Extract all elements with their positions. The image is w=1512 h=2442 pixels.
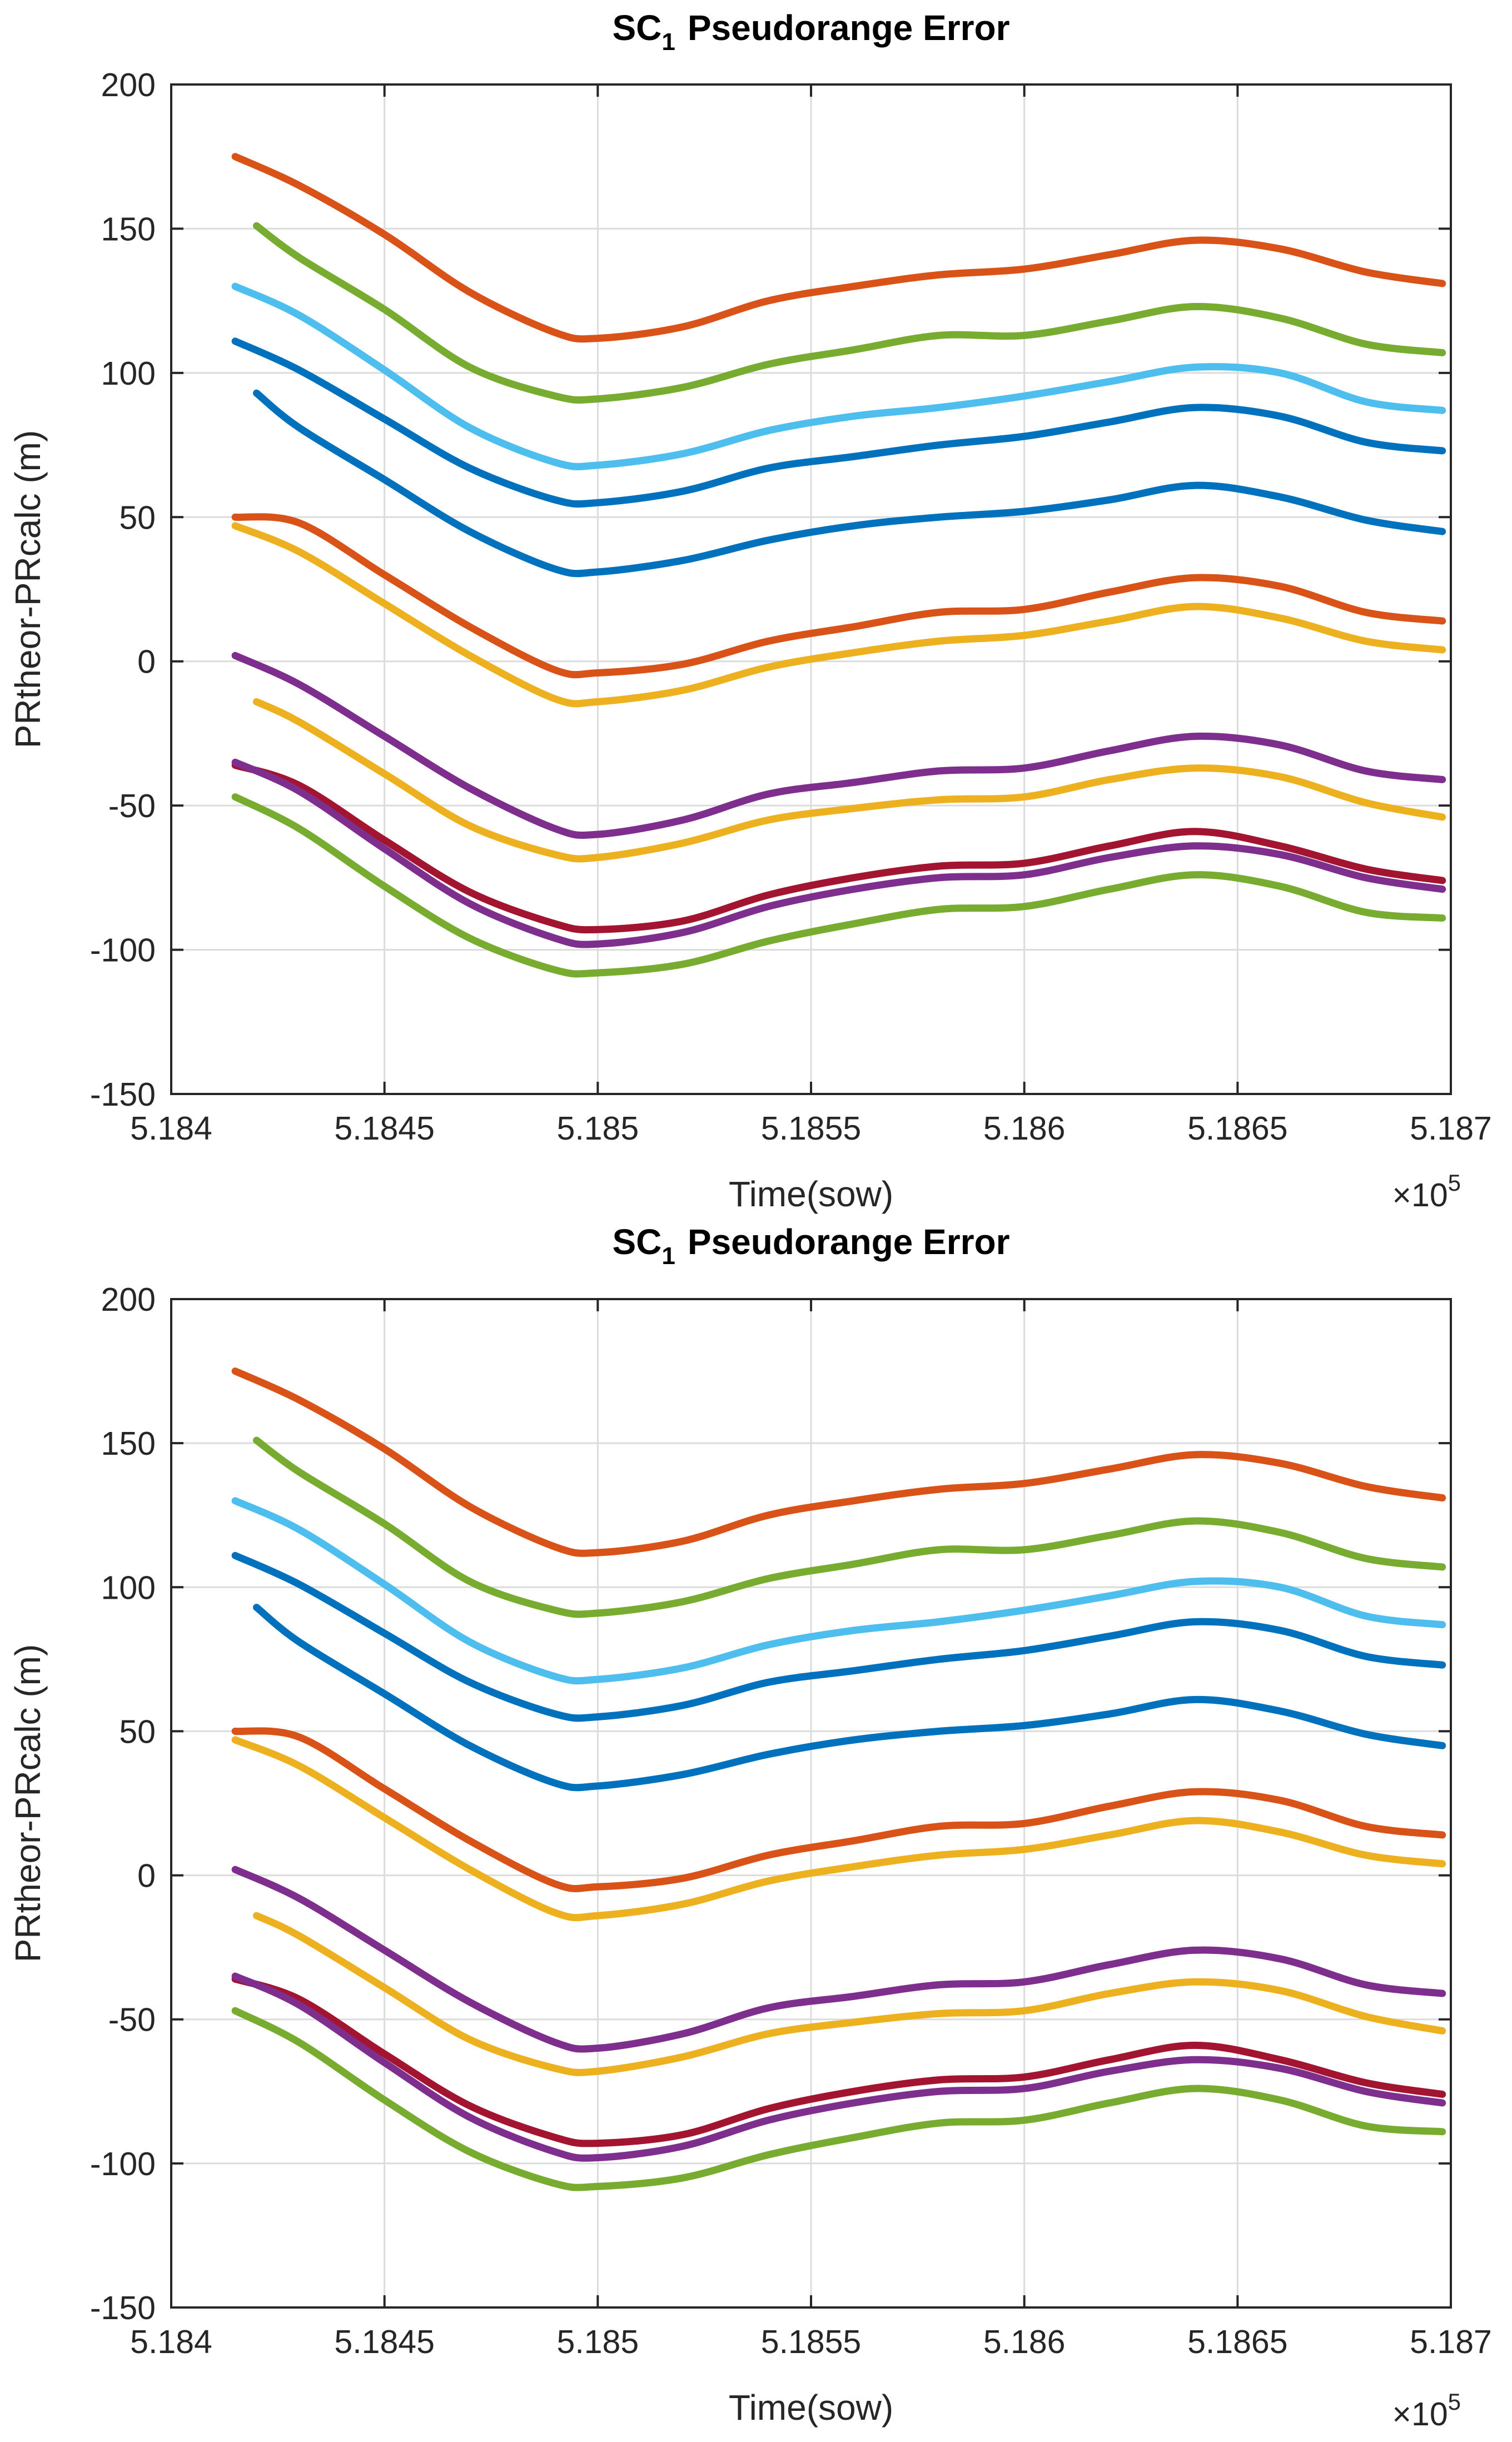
x-axis-label: Time(sow) — [729, 2388, 893, 2428]
y-tick-label: 50 — [119, 499, 156, 536]
y-tick-label: -150 — [90, 1076, 156, 1113]
y-tick-label: 50 — [119, 1713, 156, 1750]
y-axis-label: PRtheor-PRcalc (m) — [8, 430, 48, 749]
y-axis-label: PRtheor-PRcalc (m) — [8, 1644, 48, 1963]
series-line-7 — [231, 522, 1446, 708]
series-line-8 — [231, 1866, 1446, 2053]
y-tick-label: -50 — [108, 788, 156, 824]
series-line-4 — [231, 337, 1446, 508]
chart-title: SC1 Pseudorange Error — [612, 8, 1009, 56]
y-tick-label: 150 — [101, 211, 156, 247]
y-tick-label: 0 — [137, 644, 156, 680]
series-line-1 — [231, 1367, 1446, 1557]
chart-title: SC1 Pseudorange Error — [612, 1222, 1009, 1270]
x-exponent-base: ×10 — [1392, 2396, 1448, 2433]
plot-frame — [170, 1298, 1452, 2309]
x-tick-label: 5.186 — [983, 1110, 1066, 1147]
x-tick-label: 5.1855 — [761, 1110, 861, 1147]
x-tick-label: 5.1855 — [761, 2324, 861, 2360]
series-line-9 — [253, 698, 1446, 863]
series-line-8 — [231, 651, 1446, 839]
series-line-3 — [231, 1497, 1446, 1685]
chart-title-main: SC — [612, 1222, 662, 1262]
series-line-1 — [231, 153, 1446, 343]
x-tick-label: 5.1845 — [334, 1110, 434, 1147]
series-line-2 — [253, 222, 1446, 404]
plot-frame — [170, 83, 1452, 1095]
x-exponent-power: 5 — [1448, 1170, 1461, 1196]
y-tick-label: -100 — [90, 2146, 156, 2182]
y-tick-label: -50 — [108, 2002, 156, 2038]
x-exponent-power: 5 — [1448, 2389, 1461, 2415]
x-axis-exponent: ×105 — [1392, 2389, 1461, 2433]
x-tick-label: 5.187 — [1410, 1110, 1492, 1147]
y-tick-label: 100 — [101, 1569, 156, 1606]
series-line-2 — [253, 1436, 1446, 1618]
series-line-4 — [231, 1551, 1446, 1722]
series-line-5 — [253, 1604, 1446, 1792]
y-tick-label: 100 — [101, 355, 156, 392]
x-tick-label: 5.1845 — [334, 2324, 434, 2360]
series-line-11 — [231, 758, 1446, 948]
series-line-7 — [231, 1736, 1446, 1922]
x-tick-label: 5.1865 — [1187, 2324, 1287, 2360]
series-line-6 — [231, 513, 1446, 679]
chart-title-rest: Pseudorange Error — [688, 1222, 1010, 1262]
series-line-5 — [253, 389, 1446, 578]
x-tick-label: 5.1865 — [1187, 1110, 1287, 1147]
series-line-10 — [231, 1975, 1446, 2147]
x-tick-label: 5.187 — [1410, 2324, 1492, 2360]
chart-title-rest: Pseudorange Error — [688, 8, 1010, 48]
x-axis-label: Time(sow) — [729, 1174, 893, 1214]
y-tick-label: 200 — [101, 1281, 156, 1318]
x-tick-label: 5.186 — [983, 2324, 1066, 2360]
x-tick-label: 5.185 — [557, 2324, 639, 2360]
chart-panel-2: 5.184 5.1845 5.185 5.1855 5.186 5.1865 5.187 -1… — [8, 1222, 1492, 2433]
series-line-10 — [231, 762, 1446, 934]
chart-panel-1: 5.184 5.1845 5.185 5.1855 5.186 5.1865 5.187 -1… — [8, 8, 1492, 1214]
x-exponent-base: ×10 — [1392, 1177, 1448, 1213]
series-line-6 — [231, 1727, 1446, 1893]
y-tick-label: -100 — [90, 932, 156, 969]
y-tick-label: 200 — [101, 67, 156, 103]
series-line-3 — [231, 282, 1446, 470]
x-tick-label: 5.185 — [557, 1110, 639, 1147]
series-line-9 — [253, 1912, 1446, 2076]
chart-title-subscript: 1 — [662, 1242, 675, 1270]
x-axis-exponent: ×105 — [1392, 1170, 1461, 1213]
y-tick-label: 150 — [101, 1425, 156, 1462]
series-line-12 — [231, 793, 1446, 978]
x-tick-label: 5.184 — [130, 1110, 212, 1147]
series-line-12 — [231, 2007, 1446, 2191]
chart-title-subscript: 1 — [662, 28, 675, 56]
y-tick-label: -150 — [90, 2290, 156, 2326]
x-tick-label: 5.184 — [130, 2324, 212, 2360]
chart-title-main: SC — [612, 8, 662, 48]
series-line-11 — [231, 1972, 1446, 2162]
y-tick-label: 0 — [137, 1858, 156, 1894]
